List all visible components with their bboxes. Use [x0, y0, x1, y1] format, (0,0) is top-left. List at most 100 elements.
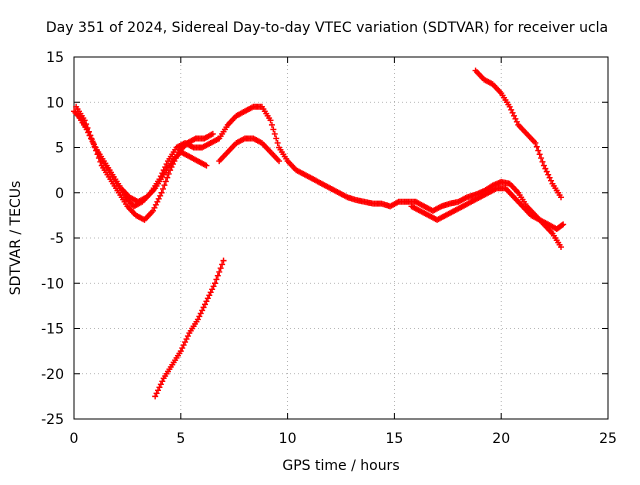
data-point-trail	[536, 151, 543, 158]
data-point-trail	[268, 121, 275, 128]
data-point-trail	[162, 164, 169, 171]
data-point	[203, 298, 210, 305]
data-point	[194, 316, 201, 323]
y-tick-label: 15	[46, 50, 64, 66]
data-point	[558, 194, 565, 201]
data-point-trail	[219, 261, 226, 268]
data-point-trail	[206, 292, 213, 299]
data-point-trail	[155, 387, 162, 394]
data-point-trail	[533, 143, 540, 150]
y-tick-label: -10	[41, 276, 64, 292]
x-tick-label: 15	[385, 431, 403, 447]
data-point-trail	[165, 170, 172, 177]
y-tick-label: -5	[50, 231, 64, 247]
data-point-trail	[274, 139, 281, 146]
y-tick-label: -25	[41, 412, 64, 428]
data-point	[276, 158, 283, 165]
data-point	[532, 139, 539, 146]
x-tick-label: 25	[599, 431, 617, 447]
data-point	[152, 393, 159, 400]
data-point-trail	[273, 135, 280, 142]
data-point-trail	[508, 106, 515, 113]
data-point-trail	[161, 182, 168, 189]
y-tick-label: -20	[41, 367, 64, 383]
data-point-trail	[535, 147, 542, 154]
data-point	[150, 207, 157, 214]
data-point-trail	[160, 185, 166, 192]
data-point-trail	[509, 109, 516, 116]
data-point	[558, 244, 565, 251]
data-point-trail	[151, 204, 158, 211]
y-tick-label: 0	[55, 186, 64, 202]
y-tick-label: -15	[41, 322, 64, 338]
data-point-trail	[207, 289, 214, 296]
data-point	[220, 257, 227, 264]
data-point-trail	[86, 132, 93, 139]
data-points	[71, 67, 567, 400]
series-track-7	[472, 67, 565, 201]
data-point-trail	[217, 265, 224, 272]
data-point	[83, 126, 90, 133]
data-point-trail	[548, 177, 555, 184]
x-tick-label: 10	[279, 431, 297, 447]
y-axis-label: SDTVAR / TECUs	[8, 181, 24, 296]
data-point-trail	[97, 158, 104, 165]
data-point-trail	[197, 310, 204, 317]
data-point	[203, 162, 210, 169]
series-track-1	[71, 103, 565, 251]
x-tick-label: 0	[70, 431, 79, 447]
data-point-trail	[200, 304, 207, 311]
data-point	[209, 130, 216, 137]
x-tick-label: 20	[492, 431, 510, 447]
data-point-trail	[513, 118, 520, 125]
data-point-trail	[153, 390, 160, 397]
data-point-trail	[216, 268, 223, 275]
series-track-2	[73, 103, 216, 223]
y-tick-label: 10	[46, 95, 64, 111]
data-point-trail	[204, 295, 211, 302]
data-point-trail	[88, 135, 95, 142]
data-point-trail	[209, 286, 216, 293]
data-point-trail	[210, 283, 217, 290]
data-point	[177, 348, 184, 355]
data-point	[540, 162, 547, 169]
data-point-trail	[213, 276, 220, 283]
series-track-3	[75, 112, 210, 205]
data-point-trail	[202, 301, 209, 308]
data-point	[560, 221, 567, 228]
data-point-trail	[539, 158, 546, 165]
data-point-trail	[180, 342, 187, 349]
series-track-4	[152, 257, 227, 400]
data-point-trail	[155, 195, 162, 202]
chart-title: Day 351 of 2024, Sidereal Day-to-day VTE…	[46, 20, 608, 36]
data-point-trail	[152, 201, 159, 208]
x-axis-label: GPS time / hours	[282, 458, 399, 474]
data-point-trail	[154, 198, 161, 205]
data-point-trail	[89, 138, 96, 145]
data-point-trail	[196, 313, 203, 320]
series-track-6	[408, 185, 567, 232]
data-point	[267, 117, 274, 124]
data-point-trail	[157, 192, 164, 199]
data-point-trail	[182, 339, 189, 346]
data-point-trail	[559, 222, 566, 229]
data-point-trail	[85, 129, 92, 136]
data-point-trail	[270, 126, 277, 133]
x-tick-label: 5	[176, 431, 185, 447]
data-point	[158, 189, 165, 196]
data-point-trail	[545, 171, 552, 178]
data-point-trail	[183, 336, 190, 343]
data-point-trail	[542, 165, 549, 172]
data-point-trail	[156, 384, 163, 391]
axis-ticks: 0 5 10 15 20 25 -25 -20 -15 -10 -5 0 5 10 15	[41, 50, 617, 447]
data-point-trail	[511, 112, 518, 119]
data-point	[211, 280, 218, 287]
data-point-trail	[159, 378, 166, 385]
data-point-trail	[184, 333, 191, 340]
data-point-trail	[271, 130, 278, 137]
data-point-trail	[164, 174, 171, 181]
data-point-trail	[90, 141, 97, 148]
data-point-trail	[546, 174, 553, 181]
y-tick-label: 5	[55, 141, 64, 157]
